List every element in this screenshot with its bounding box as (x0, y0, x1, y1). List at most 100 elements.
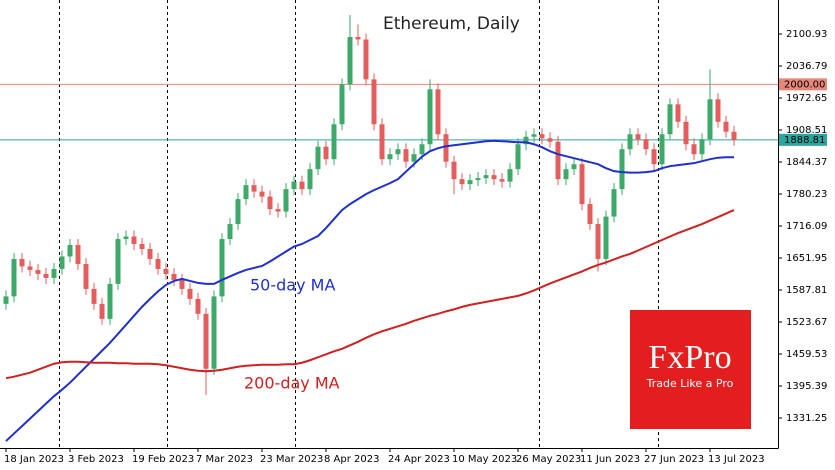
candle-body (347, 36, 353, 85)
candle-body (219, 239, 225, 297)
logo-tagline: Trade Like a Pro (646, 377, 734, 390)
candle-body (91, 288, 97, 304)
price-label: 2000.00 (784, 79, 825, 90)
candle-body (283, 189, 289, 212)
moving-average-line (5, 139, 734, 442)
x-tick-label: 24 Apr 2023 (388, 454, 450, 465)
candle-body (515, 144, 521, 170)
y-tick-label: 2100.93 (786, 29, 827, 40)
y-tick-label: 1780.23 (786, 189, 827, 200)
candle-body (627, 134, 633, 150)
x-tick-label: 19 Feb 2023 (132, 454, 194, 465)
candle-body (203, 313, 209, 369)
candle-body (691, 144, 697, 155)
candle-body (571, 164, 577, 170)
candle-body (291, 181, 297, 190)
plot-area (0, 15, 778, 442)
y-tick-label: 1523.67 (786, 317, 827, 328)
y-tick-label: 1972.65 (786, 93, 827, 104)
moving-average-label: 200-day MA (244, 374, 340, 393)
candle-body (99, 303, 105, 319)
x-tick-label: 23 Mar 2023 (260, 454, 323, 465)
candle-body (195, 298, 201, 314)
y-tick-label: 1395.39 (786, 381, 827, 392)
candle-body (107, 283, 113, 319)
candle-body (459, 179, 465, 185)
candle-body (635, 134, 641, 140)
candle-body (395, 149, 401, 155)
candle-body (387, 154, 393, 160)
candle-body (179, 279, 185, 289)
candle-body (507, 169, 513, 182)
logo-box (630, 310, 751, 429)
candle-body (443, 134, 449, 162)
candle-body (611, 189, 617, 217)
month-separators (59, 0, 659, 448)
x-tick-label: 7 Mar 2023 (196, 454, 253, 465)
y-tick-label: 1844.37 (786, 157, 827, 168)
candle-body (467, 180, 473, 185)
candle-body (475, 178, 481, 181)
candle-body (403, 149, 409, 162)
price-label-box (779, 78, 827, 91)
candle-body (315, 146, 321, 170)
candle-body (419, 144, 425, 155)
x-tick-label: 13 Jul 2023 (708, 454, 765, 465)
candle-body (83, 263, 89, 289)
candle-body (539, 134, 545, 139)
candle-body (643, 139, 649, 150)
y-tick-label: 1908.51 (786, 125, 827, 136)
price-label: 1888.81 (784, 135, 825, 146)
y-tick-label: 1459.53 (786, 349, 827, 360)
moving-average-label: 50-day MA (250, 276, 335, 295)
chart-title: Ethereum, Daily (383, 14, 520, 34)
candle-body (59, 256, 65, 269)
candle-body (67, 244, 73, 257)
y-tick-label: 1587.81 (786, 285, 827, 296)
candle-body (715, 99, 721, 122)
candle-body (683, 121, 689, 145)
candle-body (307, 169, 313, 190)
candle-body (3, 296, 9, 304)
moving-average-line (5, 209, 735, 380)
candle-body (731, 131, 737, 140)
candle-body (171, 273, 177, 280)
candle-body (75, 244, 81, 264)
candle-body (131, 236, 137, 245)
x-tick-label: 11 Jun 2023 (580, 454, 640, 465)
candle-body (435, 89, 441, 135)
candle-body (531, 134, 537, 137)
candle-body (699, 139, 705, 155)
x-tick-label: 18 Jan 2023 (4, 454, 64, 465)
candle-body (619, 149, 625, 190)
candle-body (235, 199, 241, 225)
candle-body (651, 149, 657, 165)
candle-body (667, 104, 673, 135)
y-tick-label: 2036.79 (786, 61, 827, 72)
candle-body (275, 209, 281, 212)
candle-body (555, 141, 561, 180)
candle-body (563, 169, 569, 180)
candle-body (243, 185, 249, 200)
x-tick-label: 10 May 2023 (452, 454, 517, 465)
y-tick-label: 1651.95 (786, 253, 827, 264)
candle-body (27, 266, 33, 270)
candle-body (547, 138, 553, 142)
x-tick-label: 26 May 2023 (516, 454, 581, 465)
candle-body (267, 196, 273, 210)
candle-body (523, 136, 529, 145)
x-tick-label: 27 Jun 2023 (644, 454, 704, 465)
candle-body (259, 191, 265, 197)
candle-body (19, 258, 25, 267)
candle-body (483, 175, 489, 179)
candle-body (659, 134, 665, 165)
candle-body (43, 273, 49, 278)
candle-body (211, 296, 217, 369)
candle-body (363, 39, 369, 80)
candle-body (491, 175, 497, 180)
candle-body (51, 268, 57, 278)
candle-body (163, 268, 169, 274)
logo-brand: FxPro (648, 339, 731, 376)
candle-body (115, 239, 121, 284)
